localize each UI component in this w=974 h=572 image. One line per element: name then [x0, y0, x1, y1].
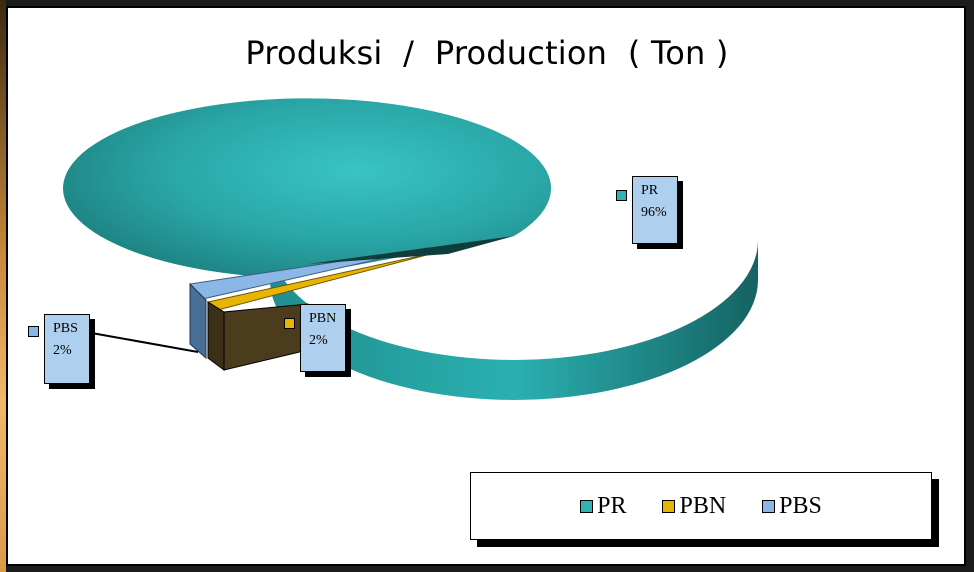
legend-swatch-pbs: [762, 499, 776, 513]
chart-legend: PR PBN PBS: [470, 472, 932, 540]
pie-chart: [63, 98, 758, 400]
leader-line-pbs: [85, 331, 199, 353]
legend-label-pbs: PBS: [779, 492, 822, 519]
legend-label-pbn: PBN: [679, 492, 727, 519]
slice-gap: [308, 236, 514, 264]
data-label-pr-value: 96%: [641, 205, 667, 220]
slice-pr: [63, 98, 552, 278]
data-label-pbs-value: 2%: [53, 343, 72, 358]
slice-pr-side: [270, 240, 758, 400]
data-label-pbs: PBS 2%: [44, 314, 90, 384]
background-strip: [0, 0, 6, 572]
label-key-pbs: [28, 326, 39, 337]
data-label-pbn-category: PBN: [309, 311, 337, 326]
legend-swatch-pbn: [662, 499, 676, 513]
slice-pbn-side: [207, 301, 225, 371]
legend-item-pr: PR: [580, 493, 626, 520]
data-label-pr: PR 96%: [632, 176, 678, 244]
legend-item-pbn: PBN: [662, 493, 726, 520]
data-label-pbn: PBN 2%: [300, 304, 346, 372]
legend-swatch-pr: [580, 499, 594, 513]
label-key-pbn: [284, 318, 295, 329]
legend-label-pr: PR: [597, 492, 627, 519]
data-label-pbs-category: PBS: [53, 321, 78, 336]
slice-pbs-side: [189, 282, 207, 360]
data-label-pr-category: PR: [641, 183, 659, 198]
chart-title: Produksi / Production ( Ton ): [245, 34, 729, 72]
data-label-pbn-value: 2%: [309, 333, 328, 348]
label-key-pr: [616, 190, 627, 201]
legend-item-pbs: PBS: [762, 493, 822, 520]
chart-frame: Produksi / Production ( Ton ): [6, 6, 966, 566]
slice-pbn-face: [223, 303, 309, 371]
